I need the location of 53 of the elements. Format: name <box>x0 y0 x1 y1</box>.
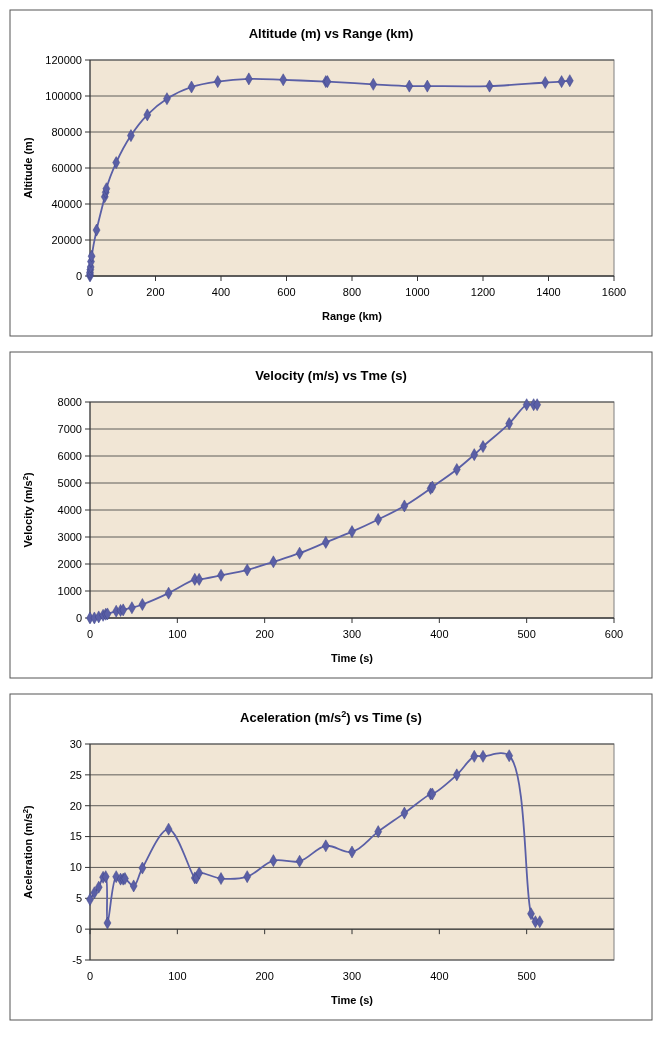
x-tick-label: 800 <box>342 286 362 298</box>
y-tick-label: 4000 <box>57 503 82 516</box>
x-tick-label: 0 <box>86 970 94 982</box>
x-tick-label: 600 <box>604 628 624 640</box>
y-tick-label: 2000 <box>57 557 82 570</box>
y-tick-label: 5000 <box>57 476 82 489</box>
y-tick-label: 60000 <box>51 161 82 174</box>
y-tick-label: 100000 <box>45 89 82 102</box>
y-tick-label: 3000 <box>57 530 82 543</box>
y-axis-title: Altitude (m) <box>22 137 34 199</box>
x-tick-label: 1600 <box>601 286 627 298</box>
x-tick-label: 100 <box>168 970 187 982</box>
x-tick-label: 0 <box>86 628 94 640</box>
y-tick-label: 20 <box>69 799 82 812</box>
y-tick-label: 30 <box>69 737 82 750</box>
x-axis-title: Range (km) <box>322 310 383 322</box>
x-tick-label: 500 <box>517 970 536 982</box>
y-tick-label: 0 <box>75 269 82 282</box>
y-tick-label: 15 <box>69 830 82 843</box>
x-tick-label: 200 <box>146 286 165 298</box>
x-tick-label: 200 <box>255 628 274 640</box>
y-tick-label: 25 <box>69 768 82 781</box>
y-tick-label: 5 <box>75 892 82 905</box>
x-tick-label: 0 <box>86 286 94 298</box>
y-tick-label: 1000 <box>57 584 82 597</box>
chart-title: Velocity (m/s) vs Tme (s) <box>255 368 407 383</box>
y-tick-label: 0 <box>75 922 82 935</box>
x-tick-label: 300 <box>342 970 362 982</box>
chart-title: Aceleration (m/s$^{2}$) vs Time (s) <box>240 709 422 725</box>
x-tick-label: 100 <box>168 628 187 640</box>
x-tick-label: 300 <box>342 628 362 640</box>
x-tick-label: 400 <box>430 970 449 982</box>
x-axis-title: Time (s) <box>331 994 374 1006</box>
x-tick-label: 500 <box>517 628 536 640</box>
y-tick-label: 80000 <box>51 125 82 138</box>
y-tick-label: 0 <box>75 611 82 624</box>
y-tick-label: 8000 <box>57 395 82 408</box>
x-tick-label: 1000 <box>405 286 430 298</box>
x-tick-label: 400 <box>430 628 449 640</box>
chart-title: Altitude (m) vs Range (km) <box>248 26 414 41</box>
y-tick-label: 40000 <box>51 197 82 210</box>
y-tick-label: -5 <box>72 953 82 966</box>
x-tick-label: 1400 <box>536 286 561 298</box>
x-tick-label: 1200 <box>470 286 496 298</box>
y-tick-label: 20000 <box>51 233 82 246</box>
y-tick-label: 7000 <box>57 422 82 435</box>
x-tick-label: 600 <box>277 286 296 298</box>
x-tick-label: 400 <box>211 286 231 298</box>
x-tick-label: 200 <box>255 970 274 982</box>
y-tick-label: 6000 <box>57 449 82 462</box>
x-axis-title: Time (s) <box>331 652 374 664</box>
y-tick-label: 120000 <box>45 53 82 66</box>
y-tick-label: 10 <box>69 861 82 874</box>
